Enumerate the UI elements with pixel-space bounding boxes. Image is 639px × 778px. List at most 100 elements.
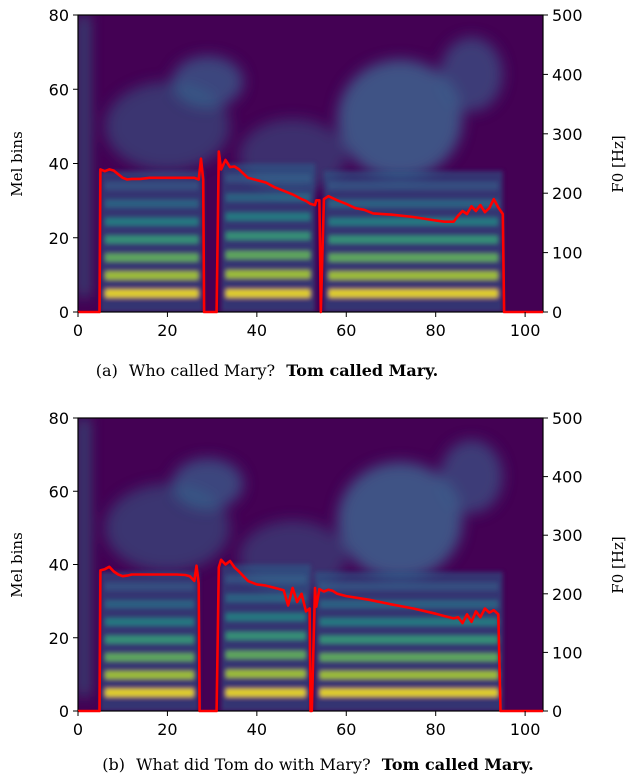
- harmonic-stripe-a: [104, 199, 199, 209]
- y2-tick-label-a: 200: [552, 184, 583, 203]
- x-tick-label-a: 0: [73, 321, 83, 340]
- harmonic-stripe-a: [328, 199, 499, 209]
- y-tick-label-b: 80: [49, 409, 69, 428]
- harmonic-stripe-b: [225, 650, 307, 660]
- harmonic-stripe-b: [225, 631, 307, 641]
- y2-tick-label-b: 400: [552, 468, 583, 487]
- harmonic-stripe-a: [225, 288, 311, 298]
- harmonic-stripe-b: [104, 599, 195, 609]
- harmonic-stripe-a: [225, 173, 311, 183]
- x-tick-label-a: 40: [247, 321, 267, 340]
- harmonic-stripe-b: [319, 688, 499, 698]
- y2-tick-label-a: 400: [552, 65, 583, 84]
- caption-a-question: Who called Mary?: [129, 361, 275, 380]
- harmonic-stripe-a: [225, 231, 311, 241]
- harmonic-stripe-b: [104, 652, 195, 662]
- x-tick-label-a: 60: [336, 321, 356, 340]
- caption-b-question: What did Tom do with Mary?: [136, 755, 371, 774]
- y-tick-label-b: 0: [59, 702, 69, 721]
- caption-b-answer: Tom called Mary.: [382, 755, 534, 774]
- y-tick-label-a: 40: [49, 155, 69, 174]
- y-tick-label-b: 60: [49, 482, 69, 501]
- harmonic-stripe-b: [104, 688, 195, 698]
- harmonic-stripe-a: [225, 269, 311, 279]
- formant-cloud-a: [104, 81, 231, 171]
- formant-cloud-a: [440, 37, 503, 112]
- harmonic-stripe-a: [104, 181, 199, 191]
- y2-tick-label-a: 300: [552, 125, 583, 144]
- harmonic-stripe-b: [225, 688, 307, 698]
- onset-column-a: [80, 15, 88, 298]
- harmonic-stripe-a: [328, 235, 499, 245]
- spectrogram-a: [78, 15, 543, 312]
- x-tick-label-b: 60: [336, 720, 356, 739]
- harmonic-stripe-b: [319, 670, 499, 680]
- y2-axis-label-b: F0 [Hz]: [609, 536, 627, 593]
- y-tick-label-a: 60: [49, 80, 69, 99]
- x-tick-label-b: 20: [157, 720, 177, 739]
- harmonic-stripe-b: [319, 599, 499, 609]
- f0-line-a: [78, 150, 543, 314]
- onset-column-b: [80, 418, 88, 697]
- formant-cloud-b: [104, 483, 231, 572]
- harmonic-stripe-b: [319, 582, 499, 591]
- caption-b: (b) What did Tom do with Mary? Tom calle…: [102, 755, 534, 774]
- panel-b: 0 20 40 60 80 100 0 20 40 60 80 0 100 200 300 400 500 Me…: [8, 409, 627, 774]
- harmonic-stripe-b: [104, 670, 195, 680]
- caption-a-answer: Tom called Mary.: [286, 361, 438, 380]
- panel-a: 0 20 40 60 80 100 0 20 40 60 80 0 100 200 300 400 500 Me…: [8, 6, 627, 380]
- harmonic-stripe-b: [225, 669, 307, 679]
- harmonic-stripe-b: [225, 612, 307, 622]
- x-tick-label-b: 80: [426, 720, 446, 739]
- x-tick-label-a: 80: [426, 321, 446, 340]
- y-tick-label-b: 20: [49, 629, 69, 648]
- y2-tick-label-a: 0: [552, 303, 562, 322]
- harmonic-stripe-a: [328, 271, 499, 280]
- caption-b-prefix: (b): [102, 755, 125, 774]
- harmonic-stripe-a: [328, 217, 499, 227]
- caption-a-prefix: (a): [96, 361, 118, 380]
- harmonic-stripe-a: [225, 193, 311, 202]
- y2-tick-label-b: 200: [552, 585, 583, 604]
- y2-tick-label-a: 500: [552, 6, 583, 25]
- harmonic-stripe-a: [328, 288, 499, 298]
- axes-a: 0 20 40 60 80 100 0 20 40 60 80 0 100 200 300 400 500: [49, 6, 583, 340]
- harmonic-stripe-b: [319, 652, 499, 662]
- y-axis-label-b: Mel bins: [8, 532, 26, 598]
- x-tick-label-a: 100: [510, 321, 541, 340]
- harmonic-stripe-b: [319, 635, 499, 644]
- harmonic-stripe-a: [225, 212, 311, 222]
- harmonic-stripe-a: [104, 288, 199, 298]
- y-tick-label-a: 80: [49, 6, 69, 25]
- harmonic-stripe-b: [104, 617, 195, 627]
- y-tick-label-a: 20: [49, 229, 69, 248]
- harmonic-stripe-b: [104, 582, 195, 591]
- x-tick-label-b: 40: [247, 720, 267, 739]
- harmonic-stripe-a: [104, 235, 199, 245]
- y2-tick-label-b: 300: [552, 526, 583, 545]
- harmonic-stripe-a: [225, 250, 311, 260]
- y2-tick-label-b: 0: [552, 702, 562, 721]
- y2-axis-label-a: F0 [Hz]: [609, 135, 627, 192]
- harmonic-stripe-b: [104, 635, 195, 644]
- harmonic-stripe-a: [328, 253, 499, 263]
- caption-a: (a) Who called Mary? Tom called Mary.: [96, 361, 438, 380]
- spectrogram-a-energy: [80, 15, 503, 312]
- axes-b: 0 20 40 60 80 100 0 20 40 60 80 0 100 200 300 400 500: [49, 409, 583, 739]
- y-axis-label-a: Mel bins: [8, 131, 26, 197]
- y2-tick-label-b: 500: [552, 409, 583, 428]
- y2-tick-label-a: 100: [552, 244, 583, 263]
- harmonic-stripe-b: [225, 574, 307, 584]
- formant-cloud-b: [337, 461, 463, 580]
- f0-line-b: [78, 558, 543, 713]
- x-tick-label-a: 20: [157, 321, 177, 340]
- formant-cloud-b: [440, 439, 503, 514]
- harmonic-stripe-a: [104, 271, 199, 280]
- harmonic-stripe-a: [104, 217, 199, 227]
- formant-cloud-a: [337, 59, 463, 179]
- harmonic-stripe-a: [104, 253, 199, 263]
- harmonic-stripe-a: [328, 181, 499, 191]
- y2-tick-label-b: 100: [552, 643, 583, 662]
- x-tick-label-b: 0: [73, 720, 83, 739]
